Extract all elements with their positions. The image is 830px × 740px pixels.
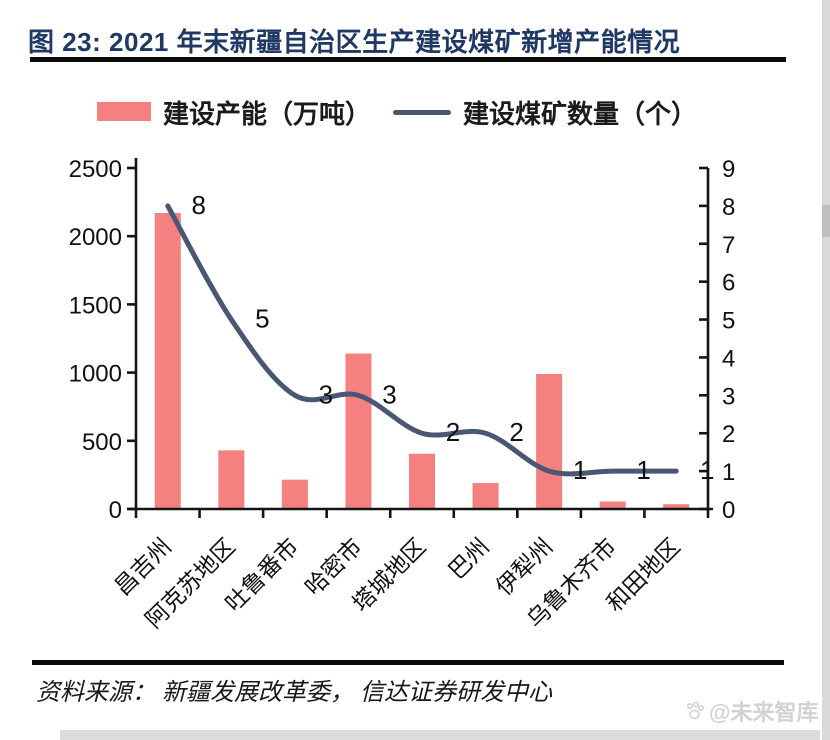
page-edge-bottom [60, 730, 820, 740]
footer-rule [32, 660, 784, 665]
watermark: @未来智库 [684, 698, 819, 725]
bar-乌鲁木齐市 [599, 501, 626, 509]
left-axis-tick-label: 500 [82, 429, 122, 456]
bar-哈密市 [345, 353, 372, 509]
left-axis-tick-label: 0 [109, 497, 122, 524]
x-category-label: 巴州 [443, 533, 494, 584]
bar-吐鲁番市 [281, 479, 308, 509]
right-axis-tick-label: 3 [722, 383, 735, 410]
line-data-label: 2 [509, 417, 523, 447]
right-axis-tick-label: 4 [722, 345, 735, 372]
legend: 建设产能（万吨） 建设煤矿数量（个） [0, 92, 830, 134]
line-data-label: 8 [192, 190, 206, 220]
title-underline [30, 57, 786, 62]
bar-昌吉州 [154, 213, 181, 509]
left-axis-tick-label: 1500 [69, 292, 122, 319]
right-axis-tick-label: 5 [722, 308, 735, 335]
bar-塔城地区 [409, 453, 435, 509]
left-axis-tick-label: 2500 [69, 156, 122, 183]
left-axis-tick-label: 1000 [69, 361, 122, 388]
right-axis-tick-label: 2 [722, 421, 735, 448]
right-axis-tick-label: 1 [722, 459, 735, 486]
legend-bar-swatch [97, 102, 151, 121]
line-data-label: 1 [700, 455, 714, 485]
right-axis-tick-label: 9 [722, 156, 735, 183]
legend-line-swatch [393, 110, 451, 115]
legend-line-label: 建设煤矿数量（个） [463, 99, 698, 129]
figure-title: 图 23: 2021 年末新疆自治区生产建设煤矿新增产能情况 [28, 27, 681, 57]
bar-和田地区 [663, 504, 690, 509]
scrollbar-thumb[interactable] [822, 205, 830, 237]
line-data-label: 1 [573, 455, 587, 485]
line-series [165, 203, 679, 477]
line-data-label: 2 [446, 417, 460, 447]
right-axis-tick-label: 0 [722, 497, 735, 524]
left-axis-tick-label: 2000 [69, 224, 122, 251]
watermark-text: @未来智库 [709, 700, 819, 725]
bar-巴州 [472, 483, 499, 509]
line-data-label: 3 [382, 379, 396, 409]
legend-bar-label: 建设产能（万吨） [163, 99, 372, 129]
line-data-label: 3 [319, 379, 333, 409]
bar-伊犁州 [536, 373, 563, 509]
line-data-label: 1 [636, 455, 650, 485]
bar-阿克苏地区 [218, 450, 245, 509]
right-axis-tick-label: 8 [722, 194, 735, 221]
source-note: 资料来源： 新疆发展改革委， 信达证券研发中心 [36, 680, 552, 706]
right-axis-tick-label: 7 [722, 232, 735, 259]
page-edge-right [822, 0, 830, 740]
paw-icon [686, 701, 705, 720]
line-data-label: 5 [255, 304, 269, 334]
right-axis-tick-label: 6 [722, 270, 735, 297]
